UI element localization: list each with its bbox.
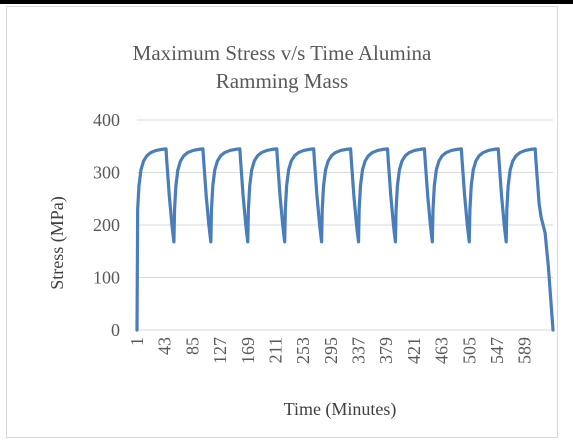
x-tick-label: 505 xyxy=(459,337,479,364)
x-tick-label: 421 xyxy=(404,337,424,364)
x-tick-label: 85 xyxy=(182,337,202,355)
y-axis-tick-labels: 0 100 200 300 400 xyxy=(93,110,120,340)
y-tick-label: 400 xyxy=(93,110,120,130)
x-tick-label: 253 xyxy=(293,337,313,364)
y-tick-label: 300 xyxy=(93,163,120,183)
x-tick-label: 211 xyxy=(265,337,285,363)
x-tick-label: 169 xyxy=(238,337,258,364)
x-axis-tick-labels: 1 43 85 127 169 211 253 295 337 379 421 463 505 547 58… xyxy=(127,337,535,364)
series-line xyxy=(135,147,555,332)
x-tick-label: 43 xyxy=(155,337,175,355)
y-tick-label: 0 xyxy=(111,320,120,340)
x-tick-label: 127 xyxy=(210,337,230,364)
x-axis-title: Time (Minutes) xyxy=(284,399,397,420)
x-tick-label: 1 xyxy=(127,337,147,346)
x-tick-label: 463 xyxy=(432,337,452,364)
x-tick-label: 547 xyxy=(487,337,507,364)
x-tick-label: 589 xyxy=(515,337,535,364)
y-tick-label: 200 xyxy=(93,215,120,235)
y-axis-title: Stress (MPa) xyxy=(47,196,68,290)
x-tick-label: 337 xyxy=(349,337,369,364)
top-rule xyxy=(0,0,573,4)
x-tick-label: 295 xyxy=(321,337,341,364)
gridlines xyxy=(137,119,553,331)
y-tick-label: 100 xyxy=(93,268,120,288)
chart-title: Maximum Stress v/s Time Alumina Ramming … xyxy=(132,41,432,93)
x-tick-label: 379 xyxy=(376,337,396,364)
series-layer xyxy=(135,147,555,332)
